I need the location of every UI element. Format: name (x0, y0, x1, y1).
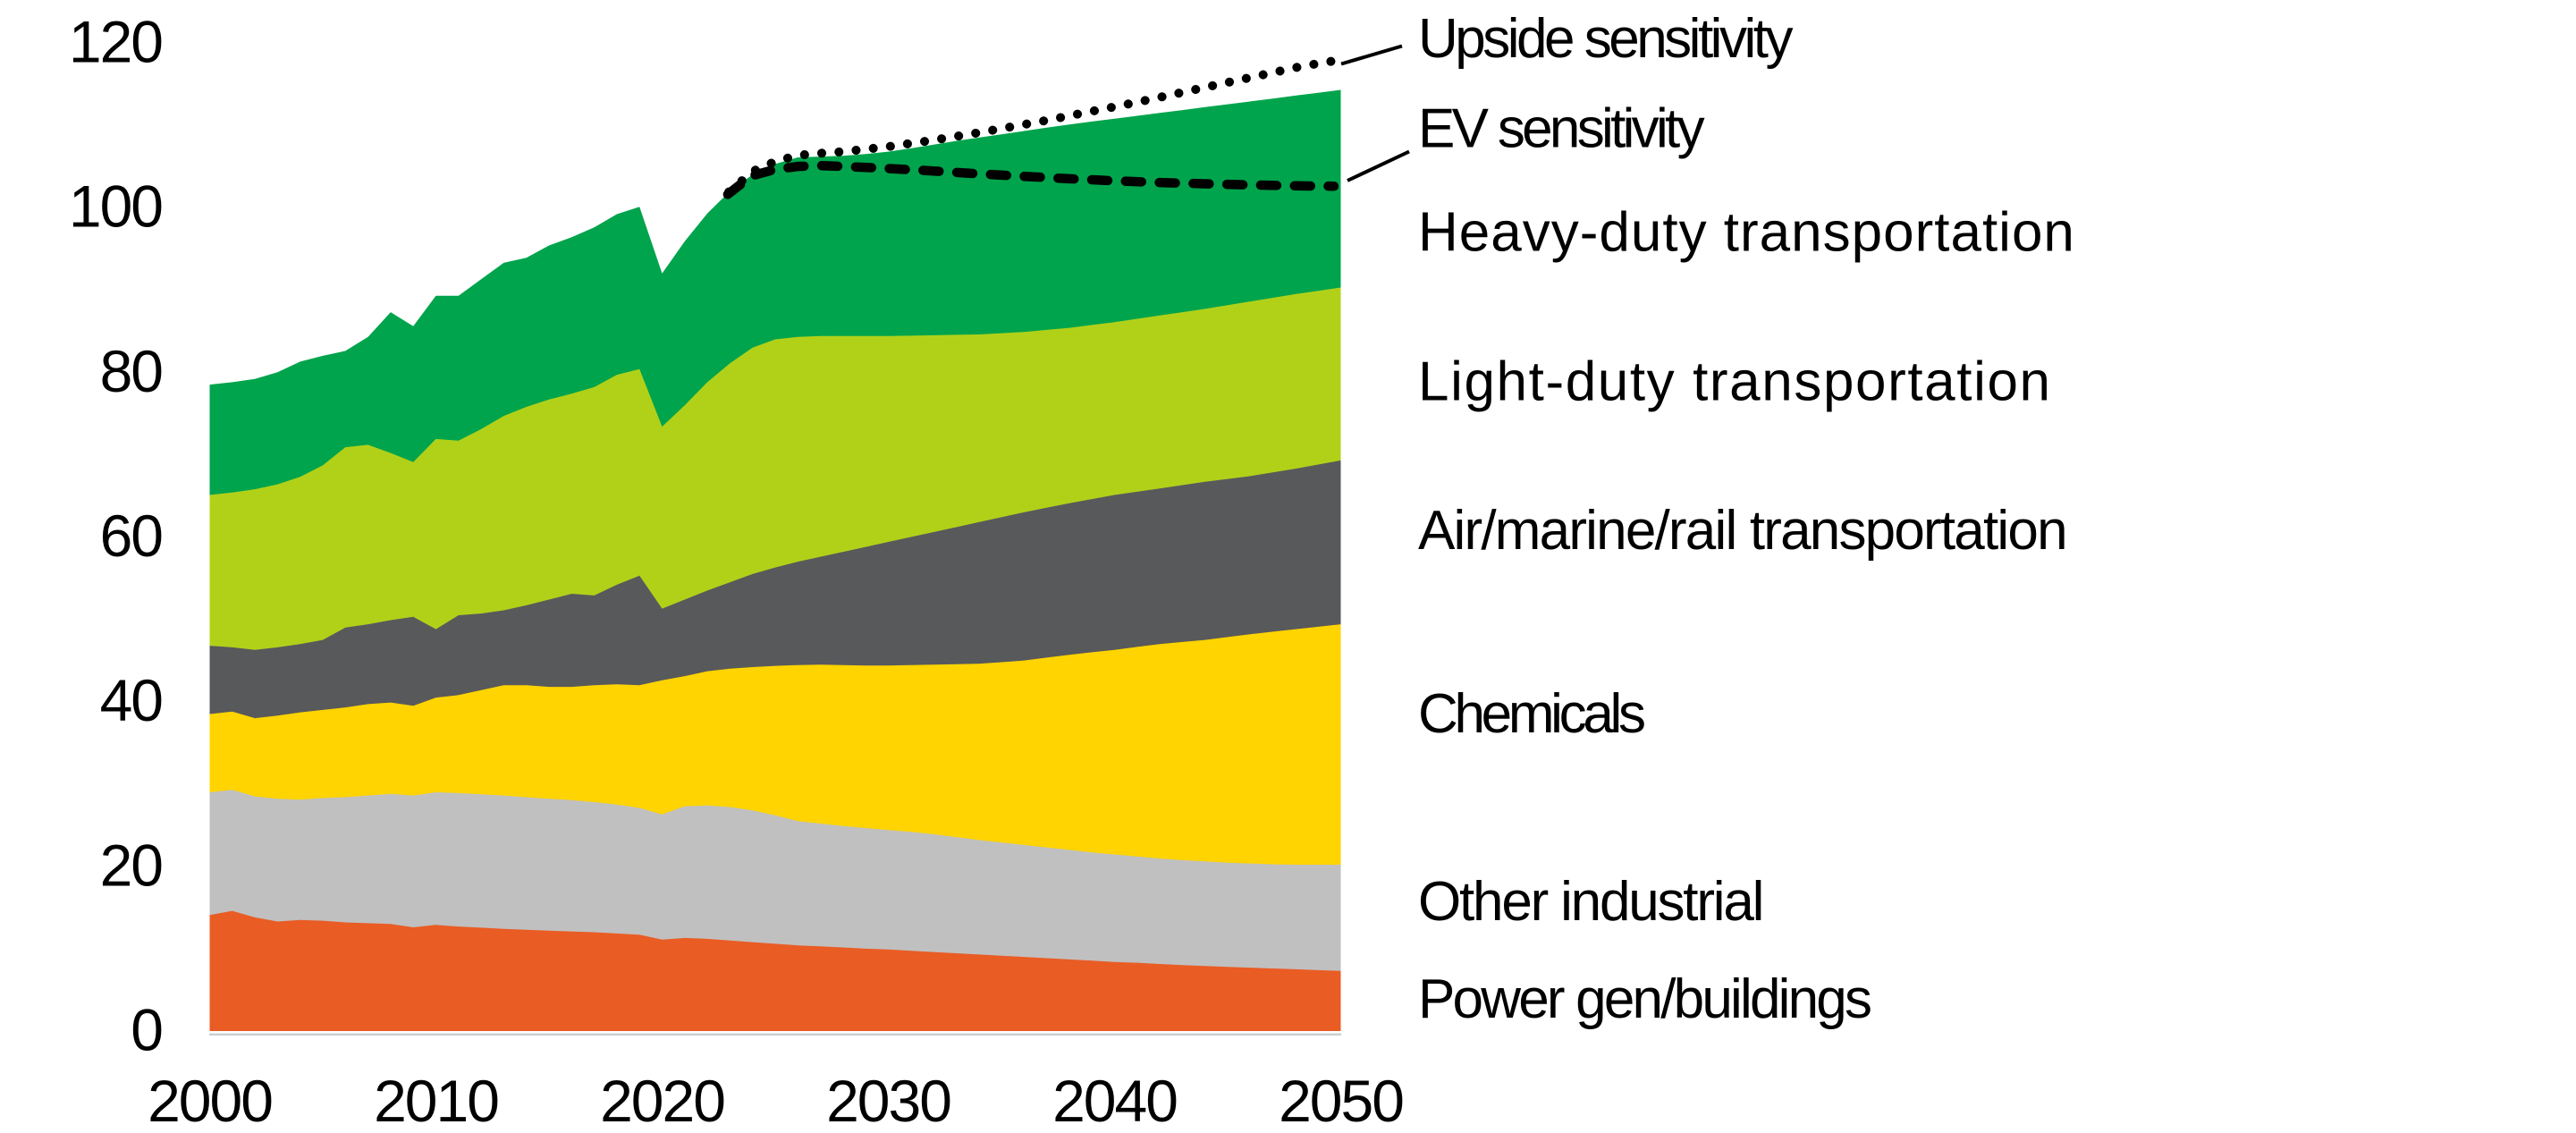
svg-text:40: 40 (100, 667, 163, 733)
svg-text:60: 60 (100, 503, 163, 569)
svg-text:2030: 2030 (826, 1068, 950, 1129)
svg-text:120: 120 (69, 9, 162, 75)
svg-text:2040: 2040 (1052, 1068, 1177, 1129)
svg-text:Power gen/buildings: Power gen/buildings (1418, 968, 1871, 1030)
svg-text:100: 100 (69, 173, 162, 240)
svg-text:Chemicals: Chemicals (1418, 683, 1644, 745)
svg-text:EV sensitivity: EV sensitivity (1418, 97, 1705, 159)
svg-text:Other industrial: Other industrial (1418, 871, 1762, 933)
svg-text:Light-duty transportation: Light-duty transportation (1418, 351, 2052, 412)
svg-text:2050: 2050 (1279, 1068, 1403, 1129)
svg-text:Upside sensitivity: Upside sensitivity (1418, 8, 1793, 70)
svg-text:2000: 2000 (148, 1068, 272, 1129)
svg-text:Air/marine/rail transportation: Air/marine/rail transportation (1418, 500, 2066, 562)
svg-text:0: 0 (131, 997, 162, 1063)
svg-text:2020: 2020 (600, 1068, 724, 1129)
svg-text:Heavy-duty transportation: Heavy-duty transportation (1418, 202, 2075, 264)
svg-text:20: 20 (100, 832, 163, 898)
svg-text:80: 80 (100, 338, 163, 404)
svg-text:2010: 2010 (374, 1068, 498, 1129)
